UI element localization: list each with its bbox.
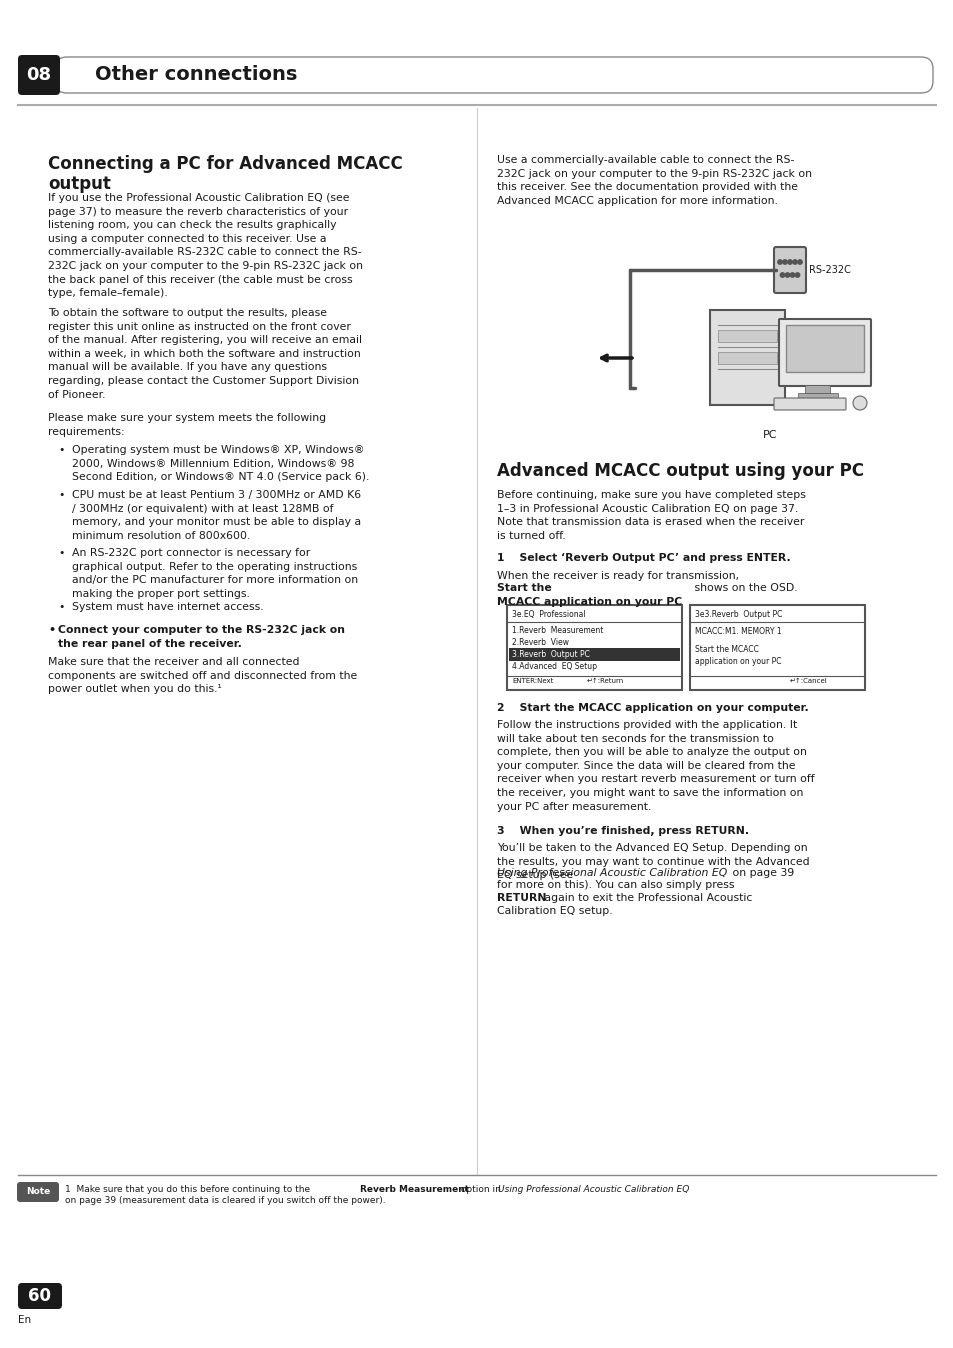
Text: Using Professional Acoustic Calibration EQ: Using Professional Acoustic Calibration … [497,868,726,878]
Text: shows on the OSD.: shows on the OSD. [690,582,797,593]
Text: ENTER:Next: ENTER:Next [512,678,553,683]
Text: ↵↑:Return: ↵↑:Return [586,678,623,683]
Text: •: • [58,549,64,558]
Text: Start the MCACC: Start the MCACC [695,644,758,654]
FancyBboxPatch shape [18,1283,62,1309]
Text: Note: Note [26,1188,51,1197]
Text: Using Professional Acoustic Calibration EQ: Using Professional Acoustic Calibration … [497,1185,689,1194]
Text: Please make sure your system meets the following
requirements:: Please make sure your system meets the f… [48,412,326,437]
Circle shape [784,272,789,278]
Text: Connect your computer to the RS-232C jack on
the rear panel of the receiver.: Connect your computer to the RS-232C jac… [58,625,345,648]
Text: CPU must be at least Pentium 3 / 300MHz or AMD K6
/ 300MHz (or equivalent) with : CPU must be at least Pentium 3 / 300MHz … [71,491,361,541]
Text: Calibration EQ setup.: Calibration EQ setup. [497,906,612,917]
Text: Advanced MCACC output using your PC: Advanced MCACC output using your PC [497,462,863,480]
Circle shape [780,272,784,278]
Text: 1.Reverb  Measurement: 1.Reverb Measurement [512,625,602,635]
Text: Other connections: Other connections [95,66,297,85]
Bar [709,310,784,404]
Text: PC: PC [762,430,777,439]
Text: 2    Start the MCACC application on your computer.: 2 Start the MCACC application on your co… [497,704,808,713]
Text: 3e3.Reverb  Output PC: 3e3.Reverb Output PC [695,611,781,619]
Text: You’ll be taken to the Advanced EQ Setup. Depending on
the results, you may want: You’ll be taken to the Advanced EQ Setup… [497,842,809,880]
Bar [689,605,864,690]
FancyBboxPatch shape [55,57,932,93]
Text: ↵↑:Cancel: ↵↑:Cancel [789,678,827,683]
Text: •: • [48,625,55,635]
Text: output: output [48,175,111,193]
Bar [506,605,681,690]
Circle shape [795,272,799,278]
Text: To obtain the software to output the results, please
register this unit online a: To obtain the software to output the res… [48,307,361,399]
Text: 4.Advanced  EQ Setup: 4.Advanced EQ Setup [512,662,597,671]
Bar [804,386,829,394]
Text: Before continuing, make sure you have completed steps
1–3 in Professional Acoust: Before continuing, make sure you have co… [497,491,805,541]
Text: When the receiver is ready for transmission,: When the receiver is ready for transmiss… [497,572,741,581]
Circle shape [787,260,791,264]
Text: RETURN: RETURN [497,892,546,903]
Circle shape [777,260,781,264]
Circle shape [797,260,801,264]
Text: for more on this). You can also simply press: for more on this). You can also simply p… [497,880,734,890]
Bar [718,330,776,342]
Text: Make sure that the receiver and all connected
components are switched off and di: Make sure that the receiver and all conn… [48,656,356,694]
Circle shape [852,396,866,410]
Text: System must have internet access.: System must have internet access. [71,603,263,612]
Bar [797,394,837,398]
Text: on page 39 (measurement data is cleared if you switch off the power).: on page 39 (measurement data is cleared … [65,1196,385,1205]
Text: Reverb Measurement: Reverb Measurement [359,1185,469,1194]
FancyBboxPatch shape [18,55,60,94]
Text: on page 39: on page 39 [728,868,794,878]
Text: •: • [58,491,64,500]
Text: •: • [58,603,64,612]
Text: option in: option in [457,1185,503,1194]
Text: 2.Reverb  View: 2.Reverb View [512,638,568,647]
FancyBboxPatch shape [17,1182,59,1202]
Text: Operating system must be Windows® XP, Windows®
2000, Windows® Millennium Edition: Operating system must be Windows® XP, Wi… [71,445,369,483]
Bar [509,648,679,661]
Text: Start the
MCACC application on your PC: Start the MCACC application on your PC [497,582,681,607]
Text: En: En [18,1316,31,1325]
Text: 3e.EQ  Professional: 3e.EQ Professional [512,611,585,619]
Text: If you use the Professional Acoustic Calibration EQ (see
page 37) to measure the: If you use the Professional Acoustic Cal… [48,193,363,298]
Bar [785,325,863,372]
Text: 1  Make sure that you do this before continuing to the: 1 Make sure that you do this before cont… [65,1185,313,1194]
Text: 3    When you’re finished, press RETURN.: 3 When you’re finished, press RETURN. [497,826,748,836]
Text: Follow the instructions provided with the application. It
will take about ten se: Follow the instructions provided with th… [497,720,814,811]
FancyBboxPatch shape [773,247,805,293]
Text: 60: 60 [29,1287,51,1305]
Text: again to exit the Professional Acoustic: again to exit the Professional Acoustic [540,892,752,903]
Text: •: • [58,445,64,456]
Text: 3.Reverb  Output PC: 3.Reverb Output PC [512,650,589,659]
Text: Connecting a PC for Advanced MCACC: Connecting a PC for Advanced MCACC [48,155,402,173]
Text: Use a commercially-available cable to connect the RS-
232C jack on your computer: Use a commercially-available cable to co… [497,155,811,206]
FancyBboxPatch shape [773,398,845,410]
Text: MCACC:M1. MEMORY 1: MCACC:M1. MEMORY 1 [695,627,781,636]
Circle shape [782,260,786,264]
Bar [718,352,776,364]
FancyBboxPatch shape [779,319,870,386]
Circle shape [789,272,794,278]
Text: 08: 08 [27,66,51,84]
Text: application on your PC: application on your PC [695,656,781,666]
Circle shape [792,260,797,264]
Text: An RS-232C port connector is necessary for
graphical output. Refer to the operat: An RS-232C port connector is necessary f… [71,549,357,599]
Text: RS-232C: RS-232C [808,266,850,275]
Text: 1    Select ‘Reverb Output PC’ and press ENTER.: 1 Select ‘Reverb Output PC’ and press EN… [497,553,790,563]
